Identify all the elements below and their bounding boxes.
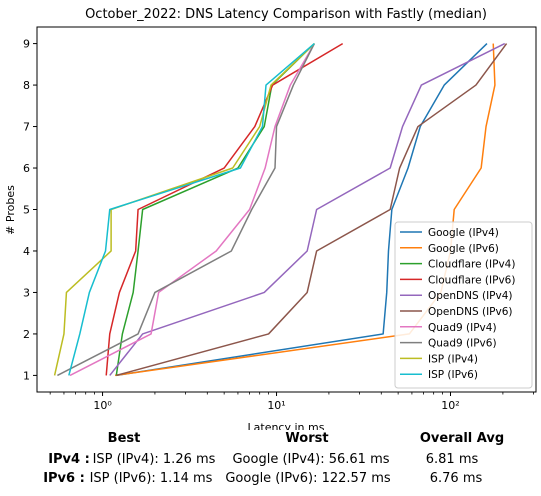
x-tick-label: 10⁰ (93, 399, 112, 412)
stats-row-ipv6-best: ISP (IPv6): 1.14 ms (89, 471, 213, 486)
legend: Google (IPv4) Google (IPv6) Cloudflare (IP… (394, 221, 533, 389)
legend-entry-quad9-ipv4: Quad9 (IPv4) (428, 322, 497, 334)
stats-header-best: Best (107, 431, 141, 446)
legend-entry-isp-ipv6: ISP (IPv6) (428, 369, 478, 381)
legend-entry-opendns-ipv6: OpenDNS (IPv6) (428, 306, 513, 318)
x-axis: 10⁰ 10¹ 10² (49, 392, 534, 412)
y-tick-label: 5 (23, 204, 30, 217)
stats-row-ipv4-avg: 6.81 ms (425, 452, 479, 467)
y-tick-label: 4 (23, 245, 30, 258)
series-line-opendns-ipv6 (116, 43, 508, 377)
legend-entry-quad9-ipv6: Quad9 (IPv6) (428, 338, 497, 350)
stats-row-ipv4-best: ISP (IPv4): 1.26 ms (92, 452, 216, 467)
legend-entry-google-ipv4: Google (IPv4) (428, 227, 499, 239)
stats-row-ipv4-label: IPv4 : (48, 452, 90, 467)
series-line-quad9-ipv4 (69, 43, 316, 377)
stats-header-avg: Overall Avg (419, 431, 505, 446)
y-tick-label: 8 (23, 79, 30, 92)
legend-entry-google-ipv6: Google (IPv6) (428, 243, 499, 255)
stats-row-ipv6-worst: Google (IPv6): 122.57 ms (225, 471, 391, 486)
legend-entry-cloudflare-ipv6: Cloudflare (IPv6) (428, 274, 515, 286)
stats-row-ipv6-label: IPv6 : (43, 471, 85, 486)
y-axis-label: # Probes (4, 185, 17, 235)
x-tick-label: 10¹ (267, 399, 285, 412)
series-line-quad9-ipv6 (57, 43, 316, 377)
series-line-google-ipv4 (116, 43, 488, 377)
y-tick-label: 1 (23, 369, 30, 382)
y-tick-label: 6 (23, 162, 30, 175)
stats-row-ipv6-avg: 6.76 ms (429, 471, 483, 486)
y-tick-label: 9 (23, 38, 30, 51)
legend-entry-cloudflare-ipv4: Cloudflare (IPv4) (428, 259, 515, 271)
x-axis-label: Latency in ms (248, 421, 325, 430)
stats-header-worst: Worst (285, 431, 329, 446)
legend-box (394, 221, 533, 389)
latency-chart: October_2022: DNS Latency Comparison wit… (4, 7, 537, 430)
legend-entry-opendns-ipv4: OpenDNS (IPv4) (428, 290, 513, 302)
y-tick-label: 3 (23, 286, 30, 299)
y-tick-label: 2 (23, 328, 30, 341)
chart-title: October_2022: DNS Latency Comparison wit… (85, 7, 487, 22)
stats-table: Best Worst Overall Avg IPv4 : ISP (IPv4)… (0, 430, 541, 496)
stats-row-ipv4-worst: Google (IPv4): 56.61 ms (232, 452, 390, 467)
x-tick-label: 10² (441, 399, 459, 412)
series-line-cloudflare-ipv4 (115, 43, 315, 376)
series-line-opendns-ipv4 (109, 42, 506, 376)
y-axis: 1 2 3 4 5 6 7 8 9 (23, 38, 37, 382)
legend-entry-isp-ipv4: ISP (IPv4) (428, 353, 478, 365)
series-line-isp-ipv6 (68, 43, 315, 376)
y-tick-label: 7 (23, 121, 30, 134)
